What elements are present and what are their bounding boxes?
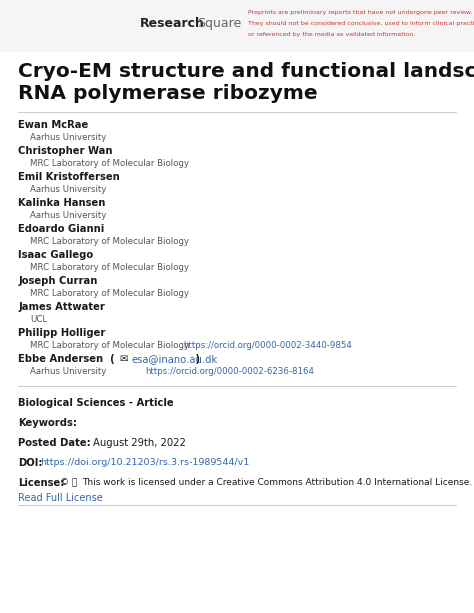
Text: © ⓘ: © ⓘ bbox=[60, 478, 80, 487]
Text: Isaac Gallego: Isaac Gallego bbox=[18, 250, 93, 260]
Text: Kalinka Hansen: Kalinka Hansen bbox=[18, 198, 105, 208]
Text: Posted Date:: Posted Date: bbox=[18, 438, 91, 448]
Text: UCL: UCL bbox=[30, 315, 47, 324]
Text: RNA polymerase ribozyme: RNA polymerase ribozyme bbox=[18, 84, 318, 103]
Text: MRC Laboratory of Molecular Biology: MRC Laboratory of Molecular Biology bbox=[30, 341, 189, 350]
Text: Keywords:: Keywords: bbox=[18, 418, 77, 428]
Text: Emil Kristoffersen: Emil Kristoffersen bbox=[18, 172, 120, 182]
Text: Preprints are preliminary reports that have not undergone peer review.: Preprints are preliminary reports that h… bbox=[248, 10, 473, 15]
Text: MRC Laboratory of Molecular Biology: MRC Laboratory of Molecular Biology bbox=[30, 263, 189, 272]
Text: Aarhus University: Aarhus University bbox=[30, 185, 106, 194]
Text: https://orcid.org/0000-0002-3440-9854: https://orcid.org/0000-0002-3440-9854 bbox=[183, 341, 352, 350]
Text: James Attwater: James Attwater bbox=[18, 302, 105, 312]
Text: MRC Laboratory of Molecular Biology: MRC Laboratory of Molecular Biology bbox=[30, 289, 189, 298]
Text: License:: License: bbox=[18, 478, 64, 488]
Text: https://orcid.org/0000-0002-6236-8164: https://orcid.org/0000-0002-6236-8164 bbox=[145, 367, 314, 376]
Text: Christopher Wan: Christopher Wan bbox=[18, 146, 112, 156]
Polygon shape bbox=[100, 18, 120, 38]
Text: Joseph Curran: Joseph Curran bbox=[18, 276, 97, 286]
Text: esa@inano.au.dk: esa@inano.au.dk bbox=[131, 354, 217, 364]
Text: They should not be considered conclusive, used to inform clinical practice,: They should not be considered conclusive… bbox=[248, 21, 474, 26]
Text: Aarhus University: Aarhus University bbox=[30, 133, 106, 142]
Text: ): ) bbox=[192, 354, 200, 364]
Text: Aarhus University: Aarhus University bbox=[30, 211, 106, 220]
Text: Read Full License: Read Full License bbox=[18, 493, 103, 503]
Text: ✉: ✉ bbox=[120, 354, 132, 364]
Text: Philipp Holliger: Philipp Holliger bbox=[18, 328, 105, 338]
Polygon shape bbox=[108, 24, 128, 44]
Text: https://doi.org/10.21203/rs.3.rs-1989544/v1: https://doi.org/10.21203/rs.3.rs-1989544… bbox=[40, 458, 249, 467]
Text: Edoardo Gianni: Edoardo Gianni bbox=[18, 224, 104, 234]
Text: Aarhus University: Aarhus University bbox=[30, 367, 106, 376]
Text: DOI:: DOI: bbox=[18, 458, 43, 468]
Text: August 29th, 2022: August 29th, 2022 bbox=[93, 438, 186, 448]
Text: Square: Square bbox=[197, 17, 241, 30]
Text: MRC Laboratory of Molecular Biology: MRC Laboratory of Molecular Biology bbox=[30, 237, 189, 246]
Text: Ewan McRae: Ewan McRae bbox=[18, 120, 88, 130]
Text: MRC Laboratory of Molecular Biology: MRC Laboratory of Molecular Biology bbox=[30, 159, 189, 168]
Text: Biological Sciences - Article: Biological Sciences - Article bbox=[18, 398, 173, 408]
Text: This work is licensed under a Creative Commons Attribution 4.0 International Lic: This work is licensed under a Creative C… bbox=[82, 478, 472, 487]
Text: or referenced by the media as validated information.: or referenced by the media as validated … bbox=[248, 32, 415, 37]
Text: Cryo-EM structure and functional landscape of an: Cryo-EM structure and functional landsca… bbox=[18, 62, 474, 81]
Text: Ebbe Andersen  (: Ebbe Andersen ( bbox=[18, 354, 118, 364]
Text: Research: Research bbox=[140, 17, 205, 30]
Polygon shape bbox=[92, 14, 112, 34]
